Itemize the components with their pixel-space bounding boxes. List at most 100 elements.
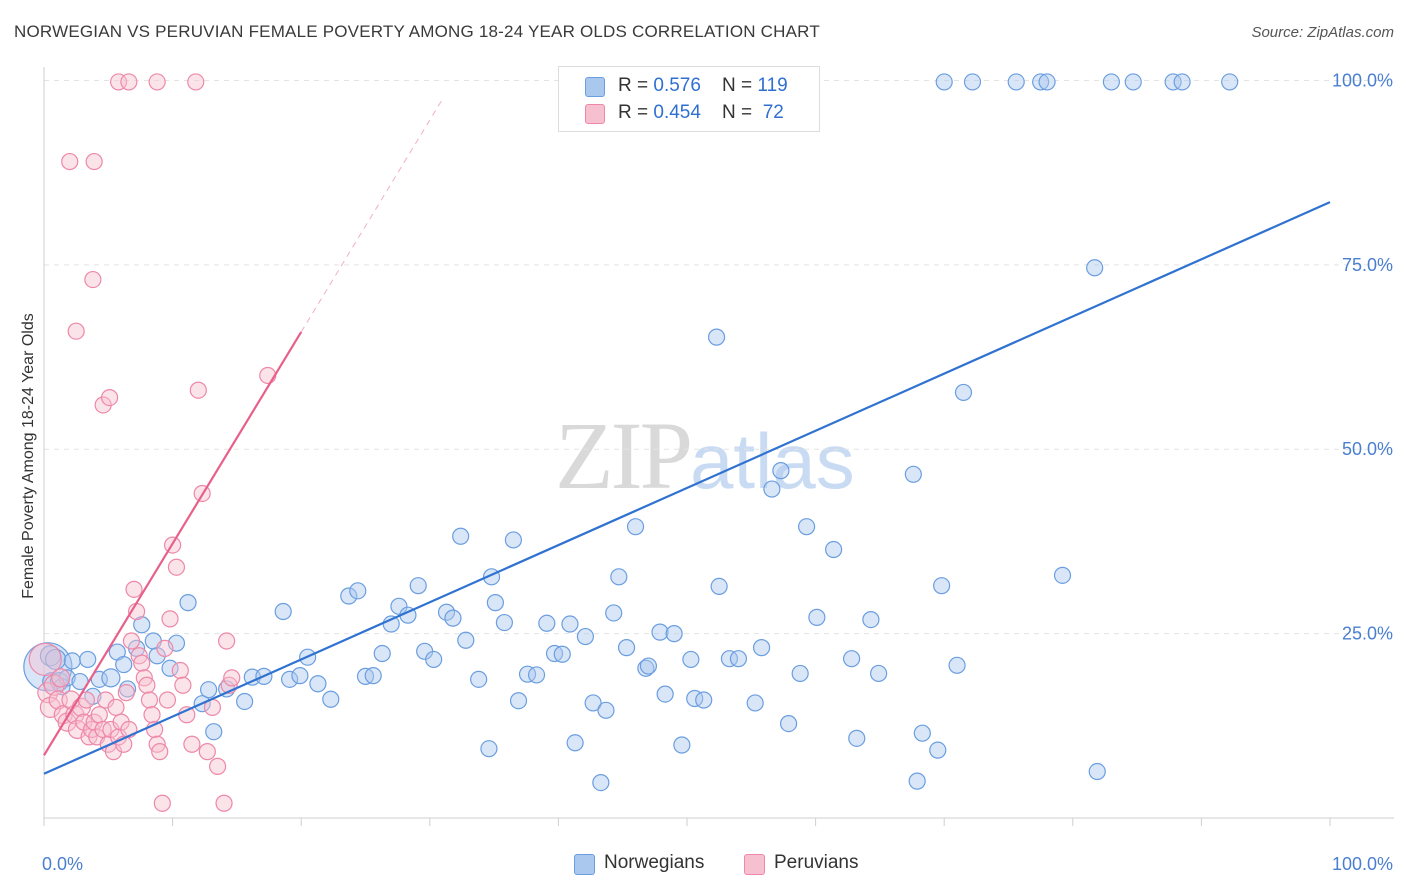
point-peruvians: [107, 698, 125, 716]
point-norwegians: [843, 650, 861, 668]
point-peruvians: [148, 73, 166, 91]
y-tick-label: 25.0%: [1342, 624, 1393, 644]
point-norwegians: [349, 582, 367, 600]
point-norwegians: [848, 729, 866, 747]
legend-swatch-norwegians: [574, 854, 595, 875]
point-norwegians: [908, 772, 926, 790]
point-norwegians: [1164, 73, 1182, 91]
point-norwegians: [948, 656, 966, 674]
point-norwegians: [390, 597, 408, 615]
point-norwegians: [1088, 762, 1106, 781]
point-peruvians: [85, 152, 103, 171]
point-norwegians: [538, 614, 556, 632]
point-norwegians: [797, 518, 816, 536]
legend-r-value-peruvians: 0.454: [653, 102, 701, 123]
legend-series: Norwegians Peruvians: [0, 852, 1406, 878]
legend-label-norwegians: Norwegians: [604, 852, 705, 873]
point-norwegians: [695, 691, 713, 709]
point-peruvians: [84, 270, 102, 289]
watermark-atlas: atlas: [690, 417, 855, 505]
legend-r-label: R =: [618, 75, 654, 96]
point-norwegians: [425, 650, 443, 669]
point-norwegians: [322, 690, 340, 708]
point-norwegians: [1124, 73, 1142, 91]
point-norwegians: [518, 665, 537, 683]
point-norwegians: [509, 692, 528, 710]
point-peruvians: [51, 668, 71, 688]
legend-swatch-peruvians: [585, 104, 605, 124]
point-norwegians: [444, 609, 462, 627]
legend-swatch-peruvians: [744, 854, 765, 875]
watermark: ZIPatlas: [555, 400, 855, 511]
point-norwegians: [584, 694, 602, 712]
chart-title: NORWEGIAN VS PERUVIAN FEMALE POVERTY AMO…: [14, 22, 820, 41]
point-peruvians: [174, 676, 192, 694]
point-norwegians: [340, 587, 358, 605]
point-norwegians: [935, 73, 953, 91]
point-peruvians: [215, 794, 233, 812]
point-norwegians: [929, 741, 947, 759]
point-peruvians: [120, 73, 138, 91]
point-peruvians: [151, 743, 169, 761]
point-norwegians: [626, 518, 645, 536]
point-norwegians: [710, 577, 728, 596]
y-tick-label: 100.0%: [1332, 70, 1393, 90]
point-norwegians: [504, 531, 522, 549]
point-norwegians: [913, 724, 931, 742]
point-norwegians: [452, 527, 470, 545]
point-norwegians: [682, 650, 700, 669]
point-norwegians: [954, 383, 973, 402]
point-norwegians: [309, 675, 327, 693]
point-norwegians: [673, 736, 691, 754]
point-norwegians: [101, 668, 121, 688]
point-norwegians: [1086, 259, 1104, 277]
point-norwegians: [63, 652, 81, 670]
point-peruvians: [156, 639, 174, 657]
point-norwegians: [592, 773, 610, 792]
point-norwegians: [1173, 73, 1191, 91]
legend-n-label: N =: [722, 75, 758, 96]
point-norwegians: [610, 568, 628, 586]
legend-n-value-norwegians: 119: [757, 75, 788, 96]
point-norwegians: [373, 644, 391, 663]
point-peruvians: [171, 661, 189, 680]
point-peruvians: [122, 632, 141, 650]
x-tick-label: 0.0%: [42, 854, 83, 874]
point-norwegians: [115, 655, 133, 674]
point-norwegians: [597, 701, 615, 719]
point-norwegians: [133, 616, 151, 634]
point-peruvians: [143, 706, 161, 724]
legend-r-value-norwegians: 0.576: [653, 75, 701, 96]
point-norwegians: [651, 623, 669, 641]
point-peruvians: [43, 674, 65, 696]
point-norwegians: [566, 734, 584, 752]
legend-r-label: R =: [618, 102, 654, 123]
point-norwegians: [729, 650, 748, 668]
point-norwegians: [1038, 73, 1056, 91]
point-norwegians: [437, 603, 456, 621]
point-peruvians: [125, 580, 143, 598]
point-peruvians: [100, 388, 119, 407]
point-norwegians: [933, 577, 951, 595]
point-norwegians: [656, 685, 674, 703]
point-peruvians: [67, 322, 85, 340]
point-norwegians: [779, 714, 798, 733]
point-norwegians: [1053, 566, 1072, 584]
point-peruvians: [140, 691, 159, 709]
point-norwegians: [79, 650, 97, 669]
point-norwegians: [1102, 73, 1120, 91]
legend-n-value-peruvians: 72: [762, 102, 784, 123]
point-norwegians: [752, 639, 771, 657]
point-peruvians: [189, 381, 207, 399]
point-peruvians: [198, 743, 216, 761]
point-peruvians: [218, 632, 236, 650]
point-norwegians: [561, 615, 579, 633]
watermark-zip: ZIP: [555, 402, 693, 509]
point-norwegians: [1221, 73, 1239, 91]
point-norwegians: [904, 465, 922, 483]
point-norwegians: [495, 613, 513, 632]
point-norwegians: [862, 610, 880, 629]
point-norwegians: [236, 692, 254, 711]
legend-swatch-norwegians: [585, 77, 605, 97]
